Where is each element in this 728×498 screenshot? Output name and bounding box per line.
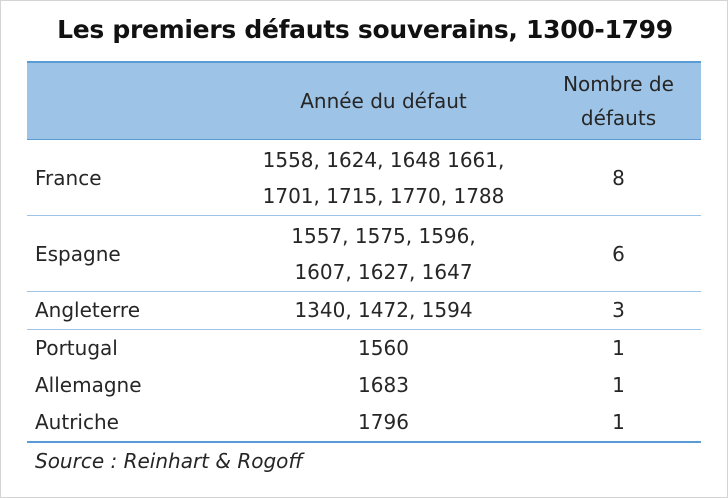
row-years: 1340, 1472, 1594 bbox=[294, 298, 473, 322]
header-year: Année du défaut bbox=[300, 89, 467, 113]
header-count-line1: Nombre de bbox=[563, 72, 674, 96]
header-country bbox=[27, 62, 231, 140]
row-years-line2: 1607, 1627, 1647 bbox=[294, 259, 473, 284]
source-note: Source : Reinhart & Rogoff bbox=[35, 449, 303, 473]
row-country: Portugal bbox=[35, 336, 118, 360]
row-years: 1560 bbox=[358, 336, 409, 360]
row-years-line1: 1558, 1624, 1648 1661, bbox=[262, 147, 505, 172]
row-country: France bbox=[35, 165, 102, 190]
row-count: 8 bbox=[612, 165, 625, 190]
row-count: 1 bbox=[612, 336, 625, 360]
row-years: 1796 bbox=[358, 410, 409, 434]
row-count: 1 bbox=[612, 373, 625, 397]
row-years-line1: 1557, 1575, 1596, bbox=[291, 223, 476, 248]
header-row: Année du défaut Nombre de défauts bbox=[27, 62, 701, 140]
header-count: Nombre de défauts bbox=[536, 62, 701, 140]
row-country: Allemagne bbox=[35, 373, 142, 397]
row-country: Espagne bbox=[35, 241, 121, 266]
row-years: 1683 bbox=[358, 373, 409, 397]
table-title: Les premiers défauts souverains, 1300-17… bbox=[57, 15, 673, 44]
table-row: Autriche 1796 1 bbox=[27, 404, 701, 442]
table-row: Allemagne 1683 1 bbox=[27, 367, 701, 404]
row-years: 1558, 1624, 1648 1661, 1701, 1715, 1770,… bbox=[231, 140, 536, 216]
table-row: France 1558, 1624, 1648 1661, 1701, 1715… bbox=[27, 140, 701, 216]
row-count: 3 bbox=[612, 298, 625, 322]
header-count-line2: défauts bbox=[580, 106, 657, 130]
defaults-table: Année du défaut Nombre de défauts France… bbox=[27, 61, 701, 443]
row-years-line2: 1701, 1715, 1770, 1788 bbox=[262, 183, 505, 208]
row-years: 1557, 1575, 1596, 1607, 1627, 1647 bbox=[231, 216, 536, 292]
row-country: Angleterre bbox=[35, 298, 141, 322]
table-row: Portugal 1560 1 bbox=[27, 330, 701, 368]
table-row: Angleterre 1340, 1472, 1594 3 bbox=[27, 292, 701, 330]
row-country: Autriche bbox=[35, 410, 119, 434]
row-count: 6 bbox=[612, 241, 625, 266]
row-count: 1 bbox=[612, 410, 625, 434]
table-row: Espagne 1557, 1575, 1596, 1607, 1627, 16… bbox=[27, 216, 701, 292]
